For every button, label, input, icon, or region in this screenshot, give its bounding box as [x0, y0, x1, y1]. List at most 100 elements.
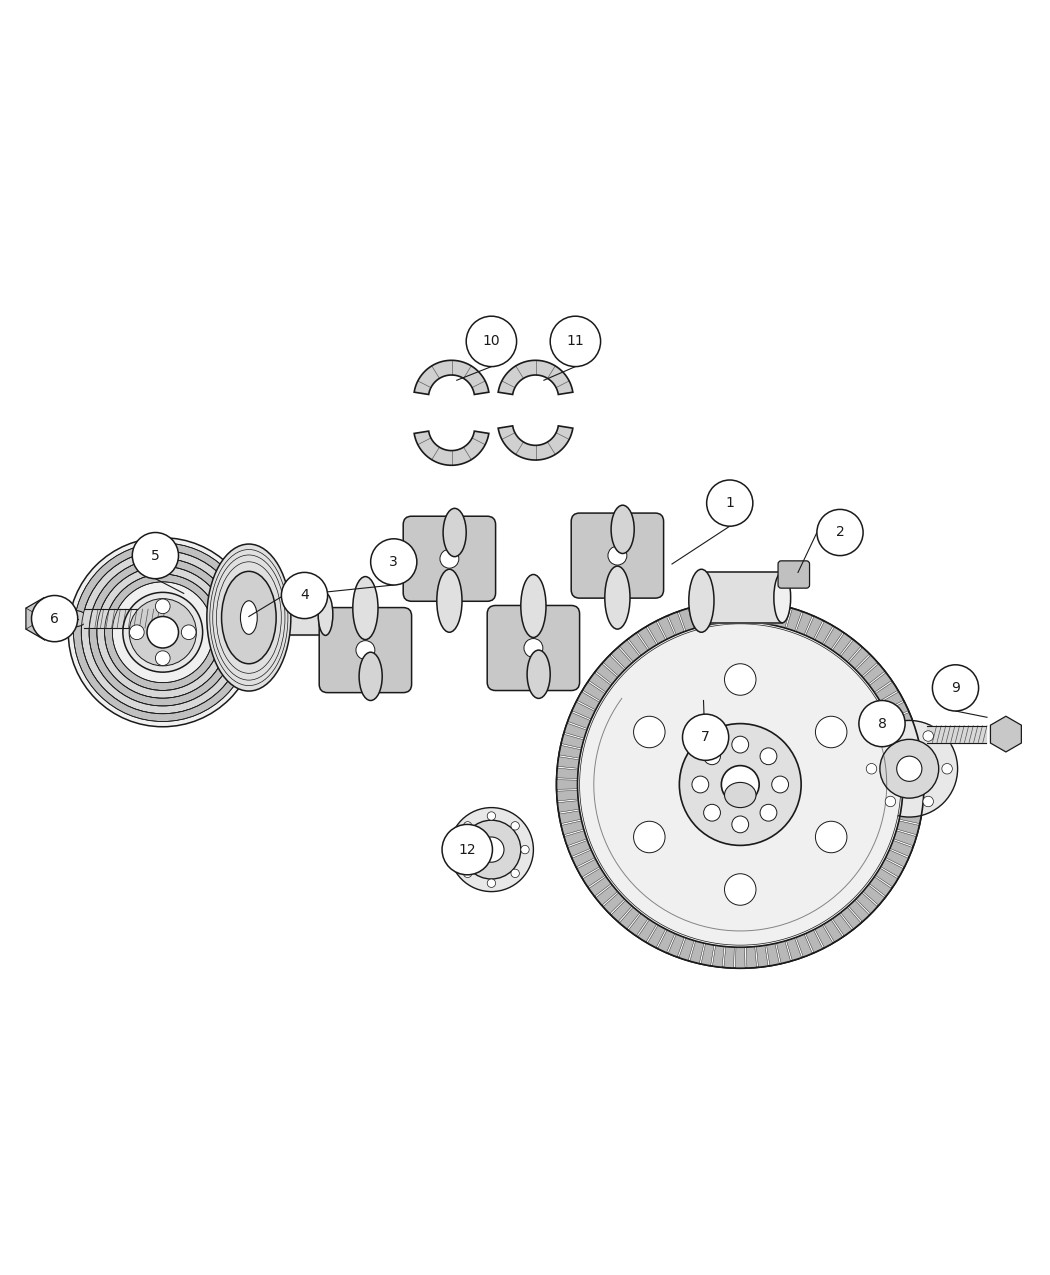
Circle shape [721, 765, 759, 803]
Polygon shape [690, 606, 704, 629]
Circle shape [487, 812, 496, 820]
Polygon shape [611, 648, 632, 669]
Polygon shape [815, 924, 833, 947]
Polygon shape [603, 892, 625, 914]
Circle shape [816, 717, 847, 747]
Text: 3: 3 [390, 555, 398, 569]
Polygon shape [766, 603, 779, 626]
Ellipse shape [359, 653, 382, 700]
Polygon shape [990, 717, 1022, 752]
Circle shape [942, 764, 952, 774]
Polygon shape [723, 946, 734, 968]
Circle shape [442, 825, 492, 875]
Polygon shape [712, 945, 724, 968]
FancyBboxPatch shape [319, 608, 412, 692]
Polygon shape [668, 935, 685, 958]
Polygon shape [869, 673, 891, 692]
Circle shape [704, 748, 720, 765]
Polygon shape [885, 703, 908, 719]
Circle shape [861, 720, 958, 817]
FancyBboxPatch shape [487, 606, 580, 691]
Polygon shape [556, 790, 579, 801]
Ellipse shape [222, 571, 276, 664]
Circle shape [521, 845, 529, 854]
Polygon shape [841, 640, 861, 662]
Ellipse shape [527, 650, 550, 699]
Polygon shape [561, 734, 584, 748]
Circle shape [866, 764, 877, 774]
Polygon shape [815, 621, 833, 644]
Ellipse shape [437, 569, 462, 632]
Polygon shape [841, 907, 861, 929]
Polygon shape [603, 655, 625, 676]
Polygon shape [498, 361, 573, 394]
Polygon shape [558, 801, 580, 812]
Polygon shape [561, 821, 584, 835]
Polygon shape [735, 947, 746, 968]
Circle shape [859, 700, 905, 747]
Circle shape [772, 776, 789, 793]
Polygon shape [805, 929, 823, 952]
Ellipse shape [240, 601, 257, 635]
Polygon shape [747, 601, 757, 622]
Ellipse shape [605, 566, 630, 629]
Polygon shape [648, 924, 666, 947]
Polygon shape [637, 627, 656, 649]
FancyBboxPatch shape [778, 561, 810, 588]
Polygon shape [568, 713, 590, 728]
Circle shape [724, 873, 756, 905]
Circle shape [463, 821, 471, 830]
Polygon shape [589, 673, 611, 692]
Polygon shape [701, 572, 782, 622]
Ellipse shape [353, 576, 378, 640]
Polygon shape [589, 877, 611, 896]
Ellipse shape [249, 593, 266, 635]
Polygon shape [897, 821, 920, 835]
Circle shape [454, 845, 462, 854]
Polygon shape [833, 914, 853, 936]
Polygon shape [576, 692, 600, 710]
Circle shape [732, 816, 749, 833]
Polygon shape [890, 713, 912, 728]
Polygon shape [796, 612, 813, 635]
Text: 2: 2 [836, 525, 844, 539]
Polygon shape [902, 768, 924, 779]
Ellipse shape [521, 575, 546, 638]
Polygon shape [856, 892, 878, 914]
Polygon shape [876, 682, 898, 701]
Ellipse shape [611, 505, 634, 553]
Polygon shape [657, 929, 675, 952]
Polygon shape [564, 831, 587, 845]
Text: 1: 1 [726, 496, 734, 510]
Text: 10: 10 [483, 334, 500, 348]
Circle shape [580, 623, 901, 945]
Circle shape [707, 479, 753, 527]
Ellipse shape [689, 569, 714, 632]
Polygon shape [712, 602, 724, 623]
Polygon shape [572, 703, 595, 719]
Polygon shape [901, 801, 923, 812]
Circle shape [817, 510, 863, 556]
Polygon shape [556, 768, 579, 779]
Polygon shape [903, 779, 924, 789]
Polygon shape [637, 919, 656, 942]
Polygon shape [679, 608, 694, 631]
Polygon shape [881, 692, 904, 710]
Circle shape [281, 572, 328, 618]
Polygon shape [648, 621, 666, 644]
Circle shape [68, 538, 257, 727]
Circle shape [760, 748, 777, 765]
Polygon shape [611, 900, 632, 922]
Circle shape [550, 316, 601, 367]
Circle shape [880, 740, 939, 798]
FancyBboxPatch shape [403, 516, 496, 602]
Circle shape [440, 550, 459, 569]
Circle shape [356, 640, 375, 659]
Circle shape [147, 617, 178, 648]
Polygon shape [498, 426, 573, 460]
Polygon shape [894, 723, 917, 738]
Circle shape [511, 870, 520, 877]
Circle shape [724, 664, 756, 695]
Circle shape [524, 639, 543, 658]
Polygon shape [747, 946, 757, 968]
